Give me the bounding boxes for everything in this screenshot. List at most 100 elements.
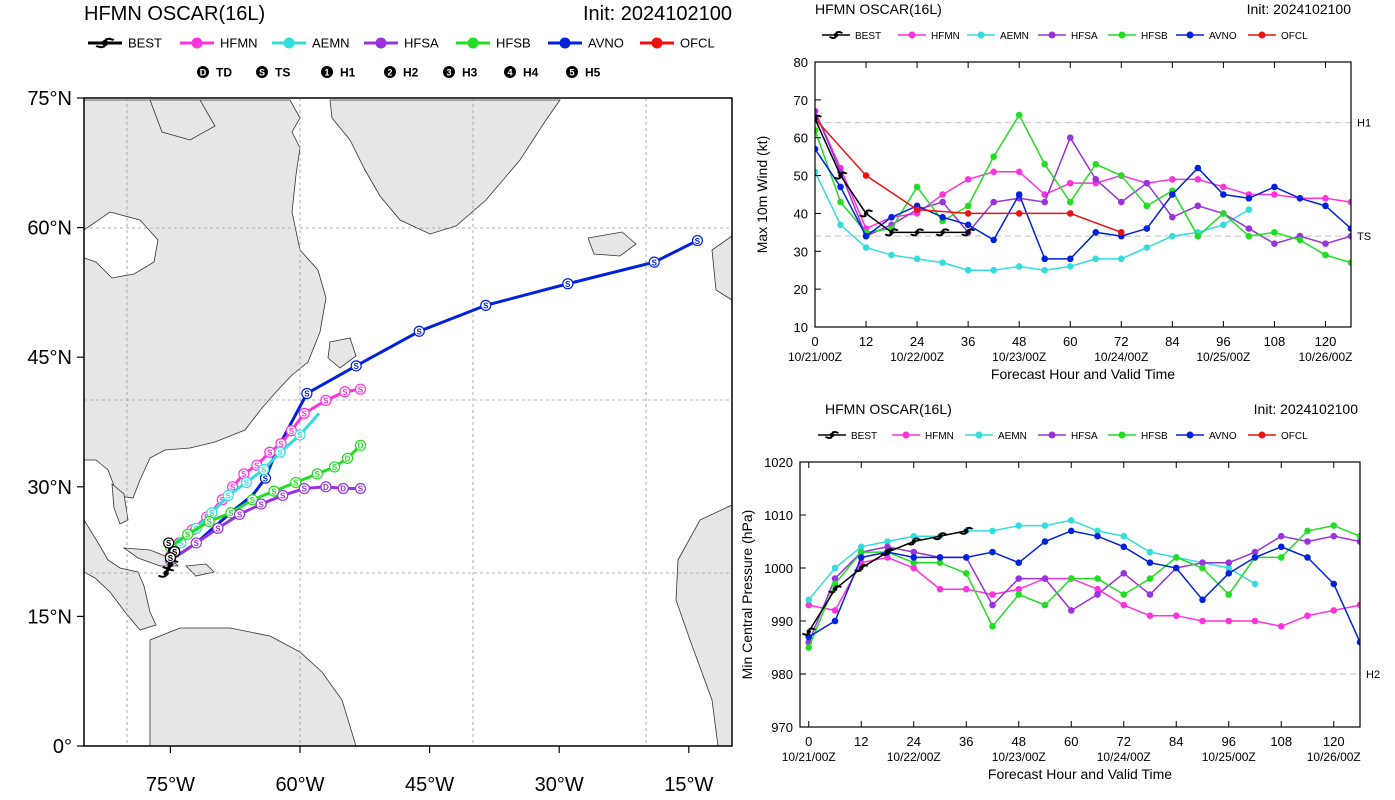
track-point-hfmn-label: S (289, 427, 295, 436)
pressure-chart-point-hfsb (805, 644, 813, 651)
track-point-aemn: S (240, 476, 253, 489)
track-point-hfsb-ring (182, 528, 194, 540)
pressure-legend-marker-aemn (975, 431, 983, 439)
intensity-marker-ts (256, 66, 268, 78)
pressure-chart-point-hfmn (1277, 623, 1285, 630)
track-point-aemn: S (258, 463, 270, 476)
wind-chart-point-aemn (1220, 221, 1227, 229)
pressure-chart-point-hfmn (989, 591, 996, 598)
wind-chart-point-avno (888, 213, 895, 221)
pressure-legend-label-best: BEST (851, 431, 877, 442)
pressure-chart-point-best-arm-b (959, 532, 967, 535)
pressure-chart-point-hfsa (1015, 575, 1023, 582)
pressure-chart-point-best-arm-a (965, 526, 974, 530)
legend-marker-hfsb (467, 37, 479, 49)
wind-chart-point-hfmn (1066, 179, 1074, 187)
wind-legend-label-hfmn: HFMN (931, 31, 960, 42)
pressure-chart-point-avno (857, 554, 865, 561)
pressure-chart-point-hfmn (1225, 617, 1233, 625)
wind-chart-point-best-arm-b (815, 121, 816, 123)
pressure-chart-point-aemn (831, 564, 839, 572)
wind-legend-label-ofcl: OFCL (1281, 31, 1308, 42)
track-point-hfmn: S (339, 386, 351, 398)
map-xtick-label: 30°W (535, 774, 584, 796)
wind-chart-point-ofcl (1117, 229, 1125, 236)
track-point-hfsb-ring (203, 515, 215, 527)
pressure-chart-line-hfsb (808, 524, 1360, 648)
track-point-hfsa-label: S (237, 511, 243, 520)
wind-chart-point-ofcl (1066, 210, 1074, 217)
wind-chart-point-best-arm-b (961, 233, 969, 237)
wind-chart-point-aemn (815, 168, 819, 176)
track-point-hfsa-ring (320, 481, 332, 493)
track-point-avno-ring (301, 387, 313, 400)
wind-chart-xtick-label: 60 (1063, 334, 1077, 349)
wind-chart-point-aemn (1015, 263, 1023, 270)
wind-chart-point-best-arm-b (910, 233, 918, 237)
map-xtick-label: 15°W (664, 774, 713, 796)
pressure-chart-point-avno (1304, 554, 1311, 561)
track-point-hfsb-label: S (315, 470, 321, 479)
pressure-chart-point-hfmn (1330, 607, 1338, 614)
wind-legend-marker-avno (1186, 31, 1194, 39)
track-point-best-core (163, 570, 169, 576)
track-point-best-label: S (172, 548, 178, 557)
wind-chart-point-ofcl (964, 210, 972, 217)
wind-chart-ref-label: TS (1357, 231, 1371, 243)
legend-label-aemn: AEMN (312, 36, 350, 51)
wind-chart-point-aemn (888, 251, 895, 259)
pressure-chart-point-avno (1120, 543, 1128, 551)
pressure-chart-point-best-arm-a (860, 563, 869, 567)
wind-chart-point-aemn (939, 259, 946, 266)
track-point-aemn-ring (240, 476, 253, 489)
wind-chart-point-best (833, 171, 848, 180)
track-point-avno: S (301, 387, 313, 400)
pressure-chart-point-best-arm-a (913, 537, 921, 541)
legend-label-best: BEST (128, 36, 162, 51)
map-axes: 75°W 60°W 45°W 30°W 15°W 0° 15°N 30°N 45°N 60°N 75… (27, 88, 713, 796)
pressure-chart-xtick-label: 84 (1169, 734, 1183, 749)
land-iceland (587, 231, 637, 257)
track-point-avno: S (648, 256, 660, 268)
track-point-hfsb: S (246, 494, 259, 506)
track-point-avno-label: S (695, 237, 701, 246)
wind-chart-point-hfsb (1117, 172, 1125, 179)
wind-chart-point-ofcl (1015, 210, 1023, 217)
wind-chart-point-avno (862, 232, 870, 240)
track-point-best-arm-b (162, 566, 171, 570)
track-point-hfmn-label: S (302, 410, 308, 419)
pressure-chart-point-hfsa (831, 575, 839, 582)
wind-legend-marker-hfmn (908, 31, 916, 39)
intensity-glyph-h4: 4 (507, 68, 512, 78)
pressure-legend-marker-hfmn (902, 431, 910, 439)
intensity-label-td: TD (216, 66, 232, 80)
wind-chart-point-aemn (1143, 244, 1151, 251)
pressure-chart-xtick-label: 12 (854, 734, 868, 749)
wind-chart-date-label: 10/23/00Z (992, 350, 1046, 364)
track-point-hfsa: S (255, 498, 267, 510)
wind-chart-point-avno (1271, 183, 1278, 191)
wind-chart-point-best (859, 209, 874, 218)
track-point-hfmn-label: S (278, 440, 284, 449)
wind-chart-point-avno (964, 221, 972, 229)
pressure-chart-point-hfmn (831, 607, 839, 614)
track-point-hfmn-ring (354, 383, 367, 395)
pressure-chart-point-hfsa (910, 548, 918, 556)
pressure-chart-point-avno (989, 548, 996, 556)
track-point-hfsb: S (328, 461, 341, 473)
wind-chart-point-avno (837, 183, 844, 191)
intensity-glyph-h2: 2 (387, 68, 392, 78)
pressure-chart-point-hfsa (1041, 575, 1049, 582)
pressure-legend: BEST HFMN AEMN HFSA HFSB AVNO OFCL (818, 430, 1308, 442)
intensity-label-h5: H5 (585, 66, 601, 80)
pressure-panel: HFMN OSCAR(16L) Init: 2024102100 BEST HFM… (739, 401, 1380, 782)
pressure-chart-xtick-label: 0 (805, 734, 812, 749)
track-point-hfsa-ring (190, 537, 202, 549)
pressure-legend-marker-avno (1186, 431, 1194, 439)
track-point-best-label: S (166, 539, 172, 548)
wind-legend-marker-hfsb (1118, 31, 1126, 39)
wind-chart-ytick-label: 80 (794, 55, 808, 70)
wind-chart-xlabel: Forecast Hour and Valid Time (991, 366, 1175, 382)
wind-legend-marker-best-arm-a (835, 30, 843, 34)
